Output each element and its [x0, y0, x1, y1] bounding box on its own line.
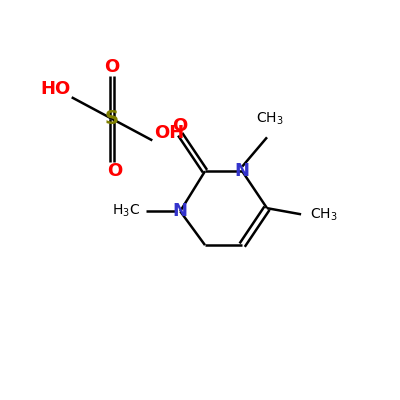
Text: O: O — [172, 117, 188, 135]
Text: CH$_3$: CH$_3$ — [256, 110, 284, 126]
Text: CH$_3$: CH$_3$ — [310, 206, 338, 222]
Text: H$_3$C: H$_3$C — [112, 203, 140, 220]
Text: S: S — [105, 109, 119, 128]
Text: OH: OH — [154, 124, 184, 142]
Text: N: N — [235, 162, 250, 180]
Text: HO: HO — [40, 80, 70, 98]
Text: O: O — [108, 162, 123, 180]
Text: N: N — [173, 202, 188, 220]
Text: O: O — [104, 58, 120, 76]
